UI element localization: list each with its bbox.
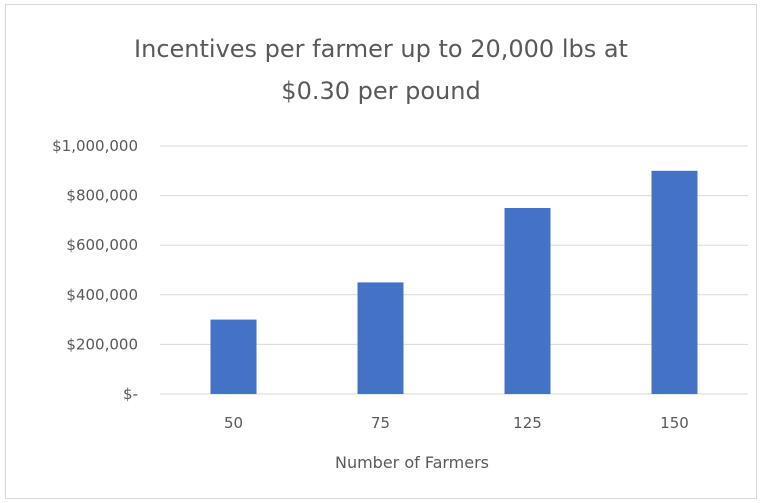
y-tick-label: $400,000 <box>66 286 138 304</box>
x-tick-label: 125 <box>513 414 542 432</box>
y-axis: $- $200,000 $400,000 $600,000 $800,000 $1,000… <box>52 137 138 403</box>
chart-frame <box>5 4 757 499</box>
y-tick-label: $200,000 <box>66 335 138 353</box>
gridlines <box>160 145 748 395</box>
y-tick-label: $1,000,000 <box>52 137 138 155</box>
chart-title: Incentives per farmer up to 20,000 lbs a… <box>0 28 762 112</box>
x-tick-label: 50 <box>224 414 243 432</box>
chart-title-line-2: $0.30 per pound <box>281 77 481 105</box>
bars <box>210 170 698 394</box>
x-tick-label: 75 <box>371 414 390 432</box>
y-tick-label: $600,000 <box>66 236 138 254</box>
bar <box>504 208 551 394</box>
y-tick-label: $800,000 <box>66 187 138 205</box>
chart-title-line-1: Incentives per farmer up to 20,000 lbs a… <box>134 35 628 63</box>
bar <box>210 319 257 394</box>
x-tick-label: 150 <box>660 414 689 432</box>
y-tick-label: $- <box>123 385 138 403</box>
x-axis: 50 75 125 150 <box>224 414 689 432</box>
x-axis-title: Number of Farmers <box>335 453 489 472</box>
bar <box>651 170 698 394</box>
bar <box>357 282 404 394</box>
